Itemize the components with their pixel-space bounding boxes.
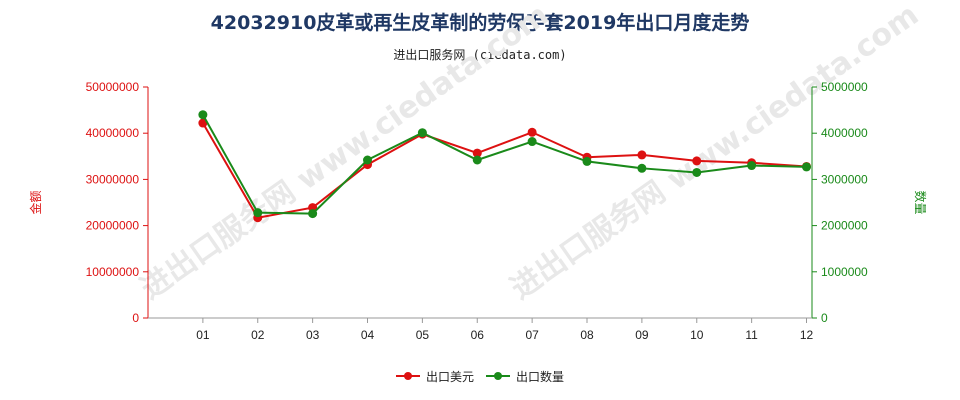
- chart-subtitle: 进出口服务网 (ciedata.com): [393, 48, 567, 62]
- data-point-quantity: [637, 163, 647, 173]
- left-tick-label: 0: [132, 311, 139, 325]
- x-tick-label: 11: [745, 328, 758, 342]
- right-axis-title: 数量: [913, 190, 928, 214]
- watermark-text: 进出口服务网 www.ciedata.com: [135, 0, 556, 307]
- series-line-quantity: [202, 114, 807, 215]
- x-tick-label: 07: [525, 328, 539, 342]
- x-tick-label: 09: [635, 328, 649, 342]
- data-point-quantity: [802, 162, 812, 172]
- left-tick-label: 50000000: [86, 80, 140, 94]
- data-point-quantity: [472, 155, 482, 165]
- data-point-quantity: [308, 209, 318, 219]
- x-tick-label: 02: [251, 328, 265, 342]
- left-axis-title: 金额: [28, 190, 43, 214]
- x-tick-label: 06: [471, 328, 485, 342]
- x-tick-label: 01: [196, 328, 210, 342]
- data-point-quantity: [582, 156, 592, 166]
- left-tick-label: 10000000: [86, 265, 140, 279]
- data-point-value: [472, 148, 482, 158]
- watermark-text: 进出口服务网 www.ciedata.com: [505, 0, 926, 307]
- legend-marker-value: [404, 372, 412, 380]
- left-tick-label: 20000000: [86, 219, 140, 233]
- x-tick-label: 03: [306, 328, 320, 342]
- right-tick-label: 5000000: [821, 80, 868, 94]
- legend-label-value: 出口美元: [426, 370, 474, 384]
- data-point-quantity: [253, 208, 263, 218]
- data-point-quantity: [198, 110, 208, 120]
- legend-marker-quantity: [494, 372, 502, 380]
- x-tick-label: 10: [690, 328, 704, 342]
- data-point-quantity: [747, 161, 757, 171]
- series-line-value: [202, 122, 807, 219]
- data-point-value: [198, 118, 208, 128]
- data-point-value: [637, 150, 647, 160]
- left-tick-label: 30000000: [86, 172, 140, 186]
- right-tick-label: 2000000: [821, 219, 868, 233]
- right-tick-label: 1000000: [821, 265, 868, 279]
- right-tick-label: 4000000: [821, 126, 868, 140]
- x-tick-label: 08: [580, 328, 594, 342]
- data-point-quantity: [692, 167, 702, 177]
- data-point-value: [692, 156, 702, 166]
- data-point-value: [527, 127, 537, 137]
- legend-label-quantity: 出口数量: [516, 369, 564, 384]
- data-point-quantity: [527, 137, 537, 147]
- x-tick-label: 05: [416, 328, 430, 342]
- right-tick-label: 0: [821, 311, 828, 325]
- right-tick-label: 3000000: [821, 172, 868, 186]
- chart-title: 42032910皮革或再生皮革制的劳保手套2019年出口月度走势: [210, 12, 750, 34]
- x-tick-label: 12: [800, 328, 814, 342]
- data-point-quantity: [363, 155, 373, 165]
- left-tick-label: 40000000: [86, 126, 140, 140]
- x-tick-label: 04: [361, 328, 375, 342]
- data-point-quantity: [417, 128, 427, 138]
